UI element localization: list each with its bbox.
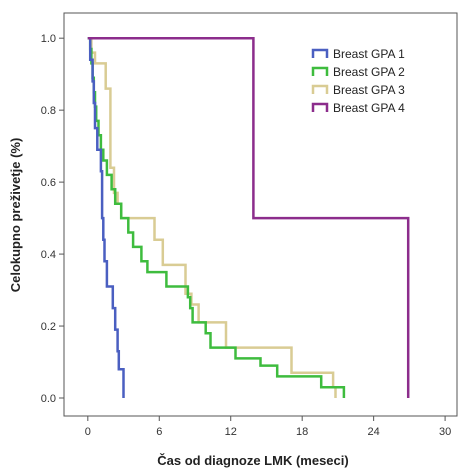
y-tick-label: 0.2 — [41, 321, 56, 333]
y-axis-title: Celokupno preživetje (%) — [8, 138, 23, 293]
y-tick-label: 0.4 — [41, 249, 56, 261]
legend-swatch — [311, 102, 329, 112]
series-line-3 — [87, 36, 337, 398]
x-tick-label: 0 — [85, 426, 91, 438]
y-tick-label: 0.0 — [41, 393, 56, 405]
y-axis: 0.0 0.2 0.4 0.6 0.8 1.0 — [41, 33, 64, 405]
series-line-4 — [87, 36, 410, 398]
y-tick-label: 0.8 — [41, 105, 56, 117]
series-line-1 — [87, 36, 125, 398]
x-tick-label: 12 — [225, 426, 237, 438]
legend-swatch — [311, 84, 329, 94]
legend-label: Breast GPA 2 — [333, 65, 405, 79]
survival-curves — [87, 36, 410, 398]
legend-label: Breast GPA 1 — [333, 47, 405, 61]
x-tick-label: 18 — [296, 426, 308, 438]
x-axis-title: Čas od diagnoze LMK (meseci) — [157, 453, 348, 468]
legend-label: Breast GPA 4 — [333, 101, 405, 115]
legend-swatch — [311, 48, 329, 58]
x-tick-label: 6 — [156, 426, 162, 438]
x-axis: 0 6 12 18 24 30 — [85, 416, 451, 438]
legend-swatch — [311, 66, 329, 76]
legend: Breast GPA 1 Breast GPA 2 Breast GPA 3 Brea… — [311, 47, 405, 115]
y-tick-label: 1.0 — [41, 33, 56, 45]
legend-label: Breast GPA 3 — [333, 83, 405, 97]
x-tick-label: 30 — [439, 426, 451, 438]
y-tick-label: 0.6 — [41, 177, 56, 189]
x-tick-label: 24 — [368, 426, 380, 438]
